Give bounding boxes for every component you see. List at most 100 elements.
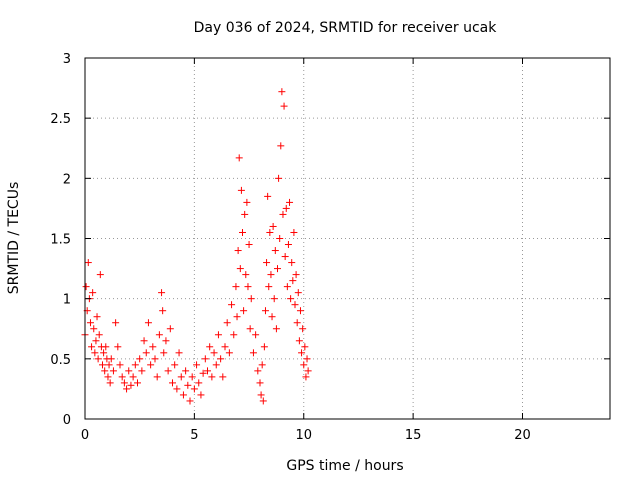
data-point — [280, 102, 288, 110]
data-point — [252, 331, 260, 339]
grid-lines — [85, 58, 610, 419]
data-point — [257, 391, 265, 399]
data-point — [212, 361, 220, 369]
data-point — [96, 271, 104, 279]
data-point — [94, 355, 102, 363]
data-point — [179, 391, 187, 399]
data-point — [105, 361, 113, 369]
data-point — [182, 367, 190, 375]
data-point — [127, 381, 135, 389]
data-point — [88, 343, 96, 351]
data-point — [303, 355, 311, 363]
data-point — [243, 198, 251, 206]
x-tick-label: 20 — [514, 428, 531, 443]
data-point — [160, 349, 168, 357]
data-point — [210, 349, 218, 357]
data-point — [296, 307, 304, 315]
data-point — [298, 349, 306, 357]
data-point — [89, 289, 97, 297]
data-point — [118, 373, 126, 381]
data-point — [162, 337, 170, 345]
data-point — [84, 259, 92, 267]
data-point — [186, 397, 194, 405]
data-point — [271, 247, 279, 255]
data-point — [258, 361, 266, 369]
data-point — [275, 174, 283, 182]
data-point — [281, 253, 289, 261]
data-point — [236, 265, 244, 273]
data-point — [199, 369, 207, 377]
data-point — [159, 307, 167, 315]
data-point — [234, 247, 242, 255]
data-point — [260, 343, 268, 351]
data-point — [184, 381, 192, 389]
data-point — [86, 319, 94, 327]
data-point — [95, 331, 103, 339]
data-point — [99, 361, 106, 369]
y-tick-label: 2 — [63, 172, 71, 187]
data-point — [134, 379, 141, 387]
data-points — [81, 88, 312, 405]
data-point — [283, 283, 291, 291]
data-point — [256, 379, 264, 387]
data-point — [246, 325, 254, 333]
data-point — [123, 385, 131, 393]
data-point — [266, 228, 274, 236]
data-point — [116, 361, 124, 369]
data-point — [289, 277, 297, 285]
data-point — [293, 319, 301, 327]
data-point — [208, 373, 216, 381]
y-axis-label: SRMTID / TECUs — [6, 182, 22, 295]
plot-frame — [84, 57, 611, 420]
data-point — [109, 367, 117, 375]
x-tick-label: 0 — [81, 428, 89, 443]
data-point — [230, 331, 238, 339]
data-point — [239, 228, 246, 236]
data-point — [129, 373, 137, 381]
data-point — [237, 186, 245, 194]
data-point — [136, 355, 144, 363]
data-point — [166, 325, 174, 333]
data-point — [193, 361, 201, 369]
data-point — [125, 367, 133, 375]
data-point — [90, 325, 98, 333]
data-point — [259, 397, 267, 405]
data-point — [240, 307, 248, 315]
x-tick-label: 15 — [405, 428, 422, 443]
y-tick-label: 0.5 — [50, 353, 71, 368]
data-point — [290, 228, 298, 236]
data-point — [93, 313, 101, 321]
data-point — [264, 192, 272, 200]
data-point — [114, 343, 122, 351]
data-point — [149, 343, 157, 351]
data-point — [204, 367, 211, 375]
data-point — [101, 367, 109, 375]
data-point — [267, 271, 275, 279]
data-point — [171, 361, 179, 369]
data-point — [292, 271, 300, 279]
data-point — [254, 367, 262, 375]
data-point — [106, 379, 114, 387]
data-point — [270, 295, 278, 303]
data-point — [282, 204, 290, 212]
data-point — [274, 265, 281, 273]
data-point — [104, 373, 112, 381]
data-point — [279, 210, 287, 218]
y-tick-label: 2.5 — [50, 112, 71, 127]
data-point — [138, 367, 146, 375]
data-point — [300, 361, 308, 369]
data-point — [277, 142, 285, 150]
data-point — [175, 349, 183, 357]
data-point — [107, 355, 115, 363]
data-point — [301, 343, 309, 351]
x-tick-label: 5 — [190, 428, 198, 443]
y-tick-label: 0 — [63, 413, 71, 428]
data-point — [276, 235, 284, 242]
x-tick-labels: 0 5 10 15 20 — [81, 428, 531, 443]
data-point — [169, 379, 176, 387]
data-point — [299, 325, 307, 333]
data-point — [144, 319, 152, 327]
data-point — [263, 259, 271, 267]
data-point — [302, 373, 310, 381]
